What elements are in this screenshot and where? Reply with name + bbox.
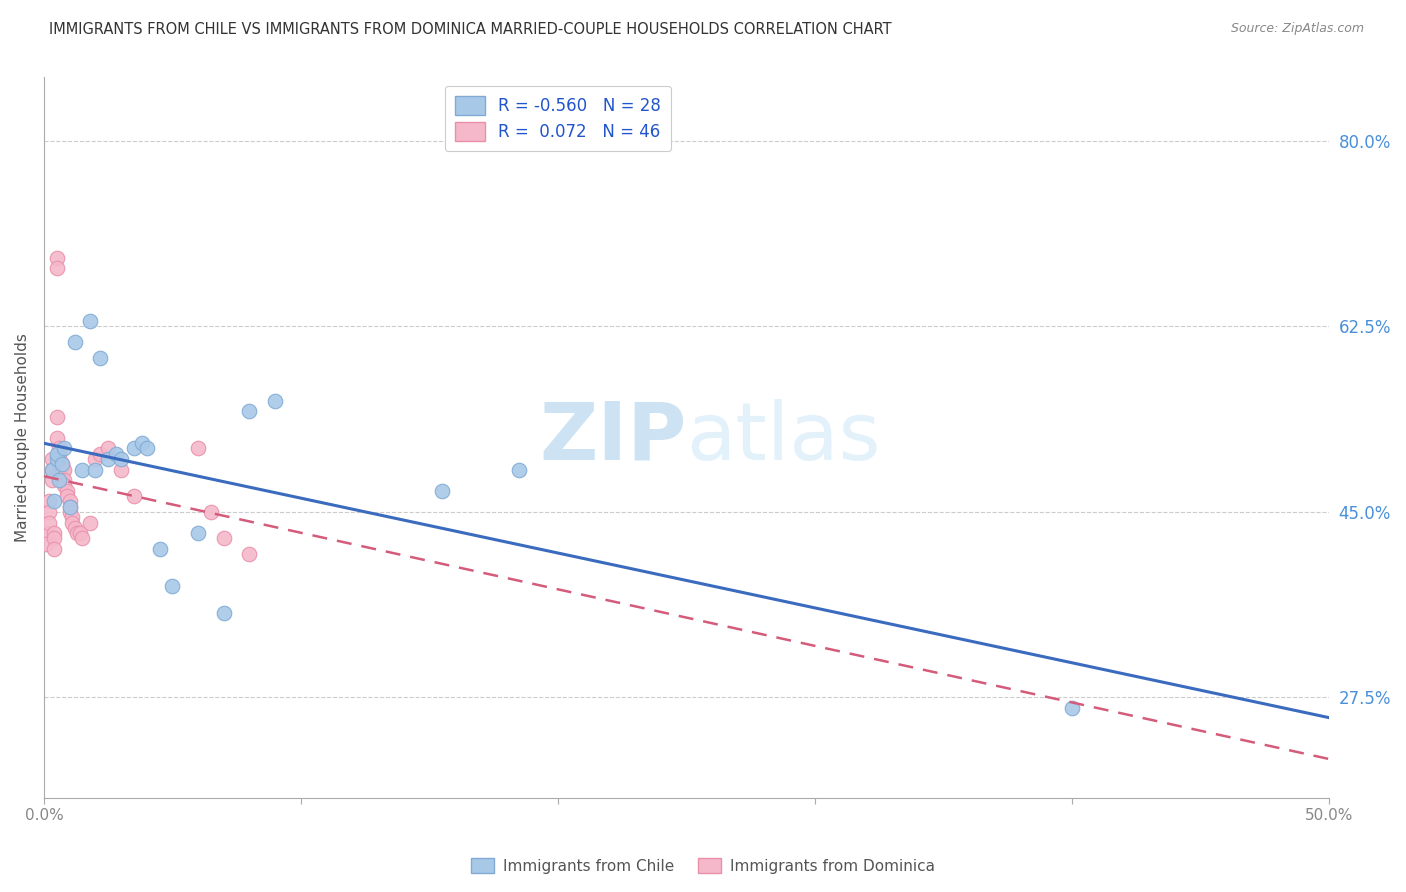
Point — [38, 505, 60, 519]
Point — [66, 526, 89, 541]
Point — [58, 505, 80, 519]
Point — [51, 473, 73, 487]
Point — [35, 537, 58, 551]
Point — [110, 462, 132, 476]
Point — [89, 351, 111, 366]
Point — [44, 494, 66, 508]
Point — [1060, 701, 1083, 715]
Point — [48, 473, 70, 487]
Point — [53, 442, 76, 456]
Point — [53, 462, 76, 476]
Point — [238, 547, 260, 561]
Point — [44, 532, 66, 546]
Point — [41, 473, 63, 487]
Point — [508, 462, 530, 476]
Point — [45, 447, 67, 461]
Point — [45, 251, 67, 265]
Legend: Immigrants from Chile, Immigrants from Dominica: Immigrants from Chile, Immigrants from D… — [465, 852, 941, 880]
Point — [63, 521, 86, 535]
Point — [264, 393, 287, 408]
Point — [72, 532, 94, 546]
Text: Source: ZipAtlas.com: Source: ZipAtlas.com — [1230, 22, 1364, 36]
Point — [45, 431, 67, 445]
Point — [63, 335, 86, 350]
Point — [212, 532, 235, 546]
Point — [84, 452, 107, 467]
Point — [48, 452, 70, 467]
Point — [187, 442, 209, 456]
Point — [60, 516, 83, 530]
Point — [148, 541, 170, 556]
Point — [162, 579, 184, 593]
Point — [53, 473, 76, 487]
Point — [44, 541, 66, 556]
Point — [48, 462, 70, 476]
Point — [45, 452, 67, 467]
Point — [97, 452, 120, 467]
Point — [104, 447, 127, 461]
Point — [38, 516, 60, 530]
Text: atlas: atlas — [686, 399, 880, 476]
Point — [79, 516, 101, 530]
Point — [212, 606, 235, 620]
Point — [58, 494, 80, 508]
Point — [56, 483, 79, 498]
Point — [38, 494, 60, 508]
Point — [45, 261, 67, 276]
Point — [97, 442, 120, 456]
Point — [72, 462, 94, 476]
Point — [58, 500, 80, 514]
Point — [41, 462, 63, 476]
Point — [53, 478, 76, 492]
Point — [122, 442, 145, 456]
Point — [60, 510, 83, 524]
Legend: R = -0.560   N = 28, R =  0.072   N = 46: R = -0.560 N = 28, R = 0.072 N = 46 — [444, 86, 671, 151]
Point — [84, 462, 107, 476]
Text: IMMIGRANTS FROM CHILE VS IMMIGRANTS FROM DOMINICA MARRIED-COUPLE HOUSEHOLDS CORR: IMMIGRANTS FROM CHILE VS IMMIGRANTS FROM… — [49, 22, 891, 37]
Point — [41, 452, 63, 467]
Point — [44, 526, 66, 541]
Point — [238, 404, 260, 418]
Point — [432, 483, 454, 498]
Point — [56, 489, 79, 503]
Y-axis label: Married-couple Households: Married-couple Households — [15, 334, 30, 542]
Point — [187, 526, 209, 541]
Point — [131, 436, 153, 450]
Point — [48, 442, 70, 456]
Point — [79, 314, 101, 328]
Point — [51, 457, 73, 471]
Point — [89, 447, 111, 461]
Point — [35, 526, 58, 541]
Point — [135, 442, 157, 456]
Point — [41, 462, 63, 476]
Text: ZIP: ZIP — [538, 399, 686, 476]
Point — [51, 457, 73, 471]
Point — [58, 500, 80, 514]
Point — [48, 447, 70, 461]
Point — [45, 409, 67, 424]
Point — [51, 462, 73, 476]
Point — [110, 452, 132, 467]
Point — [122, 489, 145, 503]
Point — [200, 505, 222, 519]
Point — [69, 526, 91, 541]
